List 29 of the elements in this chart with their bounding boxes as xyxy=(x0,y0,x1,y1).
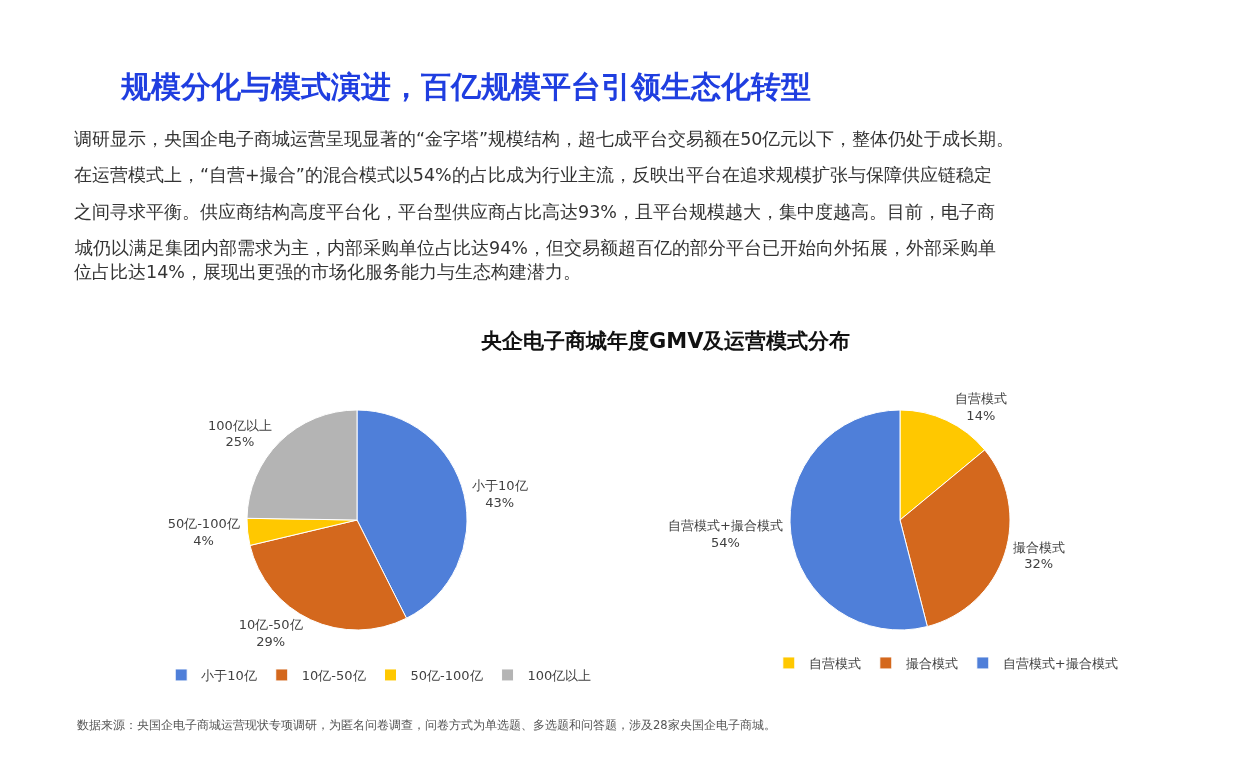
slice-label: 100亿以上 xyxy=(208,417,272,433)
data-label: 29% xyxy=(256,633,286,649)
slice-label: 小于10亿 xyxy=(472,477,528,493)
text: 位占比达14%，展现出更强的市场化服务能力与生态构建潜力。 xyxy=(74,262,581,282)
legend-label: 100亿以上 xyxy=(527,668,592,684)
text: 央企电子商城年度GMV及运营模式分布 xyxy=(481,329,851,353)
legend-label: 50亿-100亿 xyxy=(410,668,483,684)
slice-label: 自营模式 xyxy=(954,391,1007,407)
data-label: 54% xyxy=(710,534,740,550)
text: 调研显示，央国企电子商城运营呈现显著的“金字塔”规模结构，超七成平台交易额在50亿元以下，整体仍处于成长期。 xyxy=(74,129,1015,149)
data-label: 25% xyxy=(225,434,255,450)
data-label: 4% xyxy=(193,533,214,549)
data-label: 43% xyxy=(485,494,515,510)
slice-label: 撮合模式 xyxy=(1012,539,1065,555)
legend-label: 撮合模式 xyxy=(905,656,958,672)
data-label: 14% xyxy=(966,408,996,424)
legend-label: 自营模式+撮合模式 xyxy=(1002,656,1118,672)
slice-label: 50亿-100亿 xyxy=(167,516,240,532)
legend-label: 自营模式 xyxy=(808,656,861,672)
legend-label: 10亿-50亿 xyxy=(301,668,366,684)
slice-label: 10亿-50亿 xyxy=(238,616,303,632)
legend-label: 小于10亿 xyxy=(201,668,257,684)
data-label: 32% xyxy=(1024,556,1054,572)
slice-label: 自营模式+撮合模式 xyxy=(667,518,783,534)
text: 之间寻求平衡。供应商结构高度平台化，平台型供应商占比高达93%，且平台规模越大，集中度越高。目前，电子商 xyxy=(74,202,995,222)
source-note: 数据来源：央国企电子商城运营现状专项调研，为匿名问卷调查，问卷方式为单选题、多选题和问答题，涉及28家央国企电子商城。 xyxy=(77,718,776,732)
text: 规模分化与模式演进，百亿规模平台引领生态化转型 xyxy=(120,69,811,104)
text: 城仍以满足集团内部需求为主，内部采购单位占比达94%，但交易额超百亿的部分平台已开始向外拓展，外部采购单 xyxy=(74,238,996,258)
text: 在运营模式上，“自营+撮合”的混合模式以54%的占比成为行业主流，反映出平台在追求规模扩张与保障供应链稳定 xyxy=(74,165,992,185)
